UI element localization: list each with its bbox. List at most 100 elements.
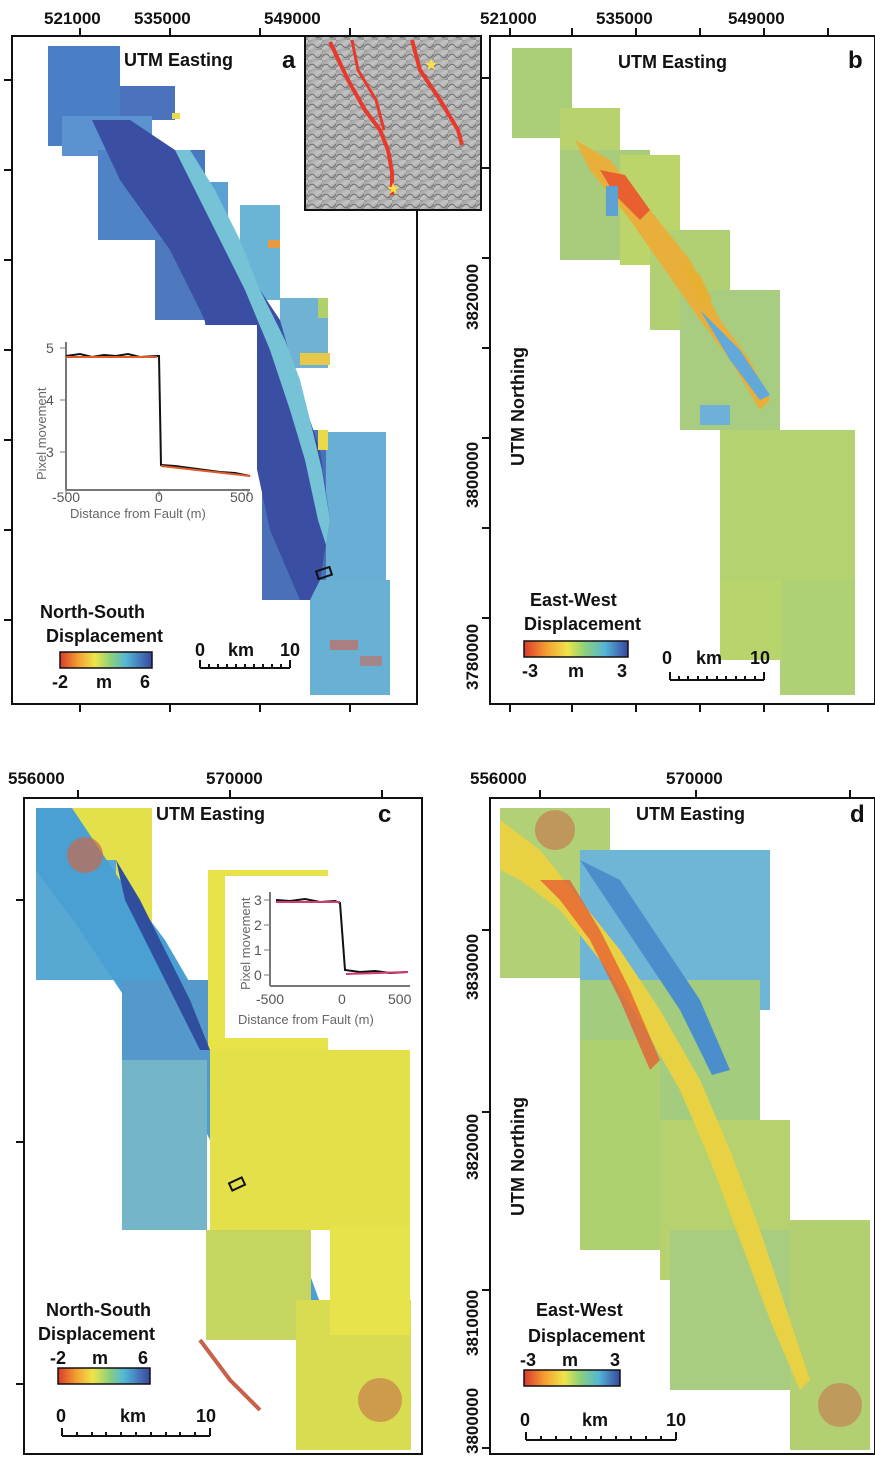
panel-c-colorbar-min: -2 xyxy=(50,1348,66,1368)
panel-a-colorbar-max: 6 xyxy=(140,672,150,692)
panel-b-colorbar: East-West Displacement -3 m 3 xyxy=(522,590,641,681)
panel-a-profile-inset: 5 4 3 -500 0 500 Distance from Fault (m)… xyxy=(22,325,257,525)
panel-c-easting-tick-1: 556000 xyxy=(8,769,65,788)
panel-c-inset-xlabel: Distance from Fault (m) xyxy=(238,1012,374,1027)
panel-d-colorbar: East-West Displacement -3 m 3 xyxy=(520,1300,645,1387)
panel-b-colorbar-unit: m xyxy=(568,661,584,681)
panel-b-northing-title: UTM Northing xyxy=(508,347,528,466)
panel-a-easting-tick-1: 521000 xyxy=(44,9,101,28)
panel-b-northing-tick-3: 3780000 xyxy=(463,624,482,690)
panel-c-scale-unit: km xyxy=(120,1406,146,1426)
panel-a-scale-unit: km xyxy=(228,640,254,660)
epicenter-star-icon: ★ xyxy=(424,57,438,74)
panel-c-colorbar-title-2: Displacement xyxy=(38,1324,155,1344)
panel-a-inset-xtick-0: 0 xyxy=(155,489,163,505)
panel-b-easting-tick-2: 535000 xyxy=(596,9,653,28)
panel-d: 556000 570000 UTM Easting d 3830000 3820… xyxy=(463,769,875,1455)
fault-location-map: ★ ★ xyxy=(304,35,482,211)
panel-a-letter: a xyxy=(282,47,296,74)
panel-d-colorbar-title-1: East-West xyxy=(536,1300,623,1320)
panel-b-displacement-mosaic xyxy=(512,48,855,695)
panel-a-easting-tick-2: 535000 xyxy=(134,9,191,28)
panel-b-scale-bar: 0 km 10 xyxy=(662,648,770,681)
panel-c-inset-ytick-3: 3 xyxy=(254,892,262,908)
panel-c-scale-start: 0 xyxy=(56,1406,66,1426)
panel-d-northing-tick-4: 3800000 xyxy=(463,1388,482,1454)
panel-d-letter: d xyxy=(850,801,865,828)
panel-d-colorbar-max: 3 xyxy=(610,1350,620,1370)
panel-a-inset-xtick-500: 500 xyxy=(230,489,254,505)
panel-a-inset-ytick-5: 5 xyxy=(46,340,54,356)
panel-a-profile-location-box xyxy=(314,565,334,581)
panel-a-inset-xtick-neg500: -500 xyxy=(52,489,80,505)
panel-d-easting-tick-2: 570000 xyxy=(666,769,723,788)
panel-d-scale-unit: km xyxy=(582,1410,608,1430)
panel-c-inset-ytick-1: 1 xyxy=(254,942,262,958)
epicenter-star-icon: ★ xyxy=(386,181,400,198)
panel-a-displacement-mosaic xyxy=(48,46,390,695)
panel-d-northing-title: UTM Northing xyxy=(508,1097,528,1216)
panel-b-scale-unit: km xyxy=(696,648,722,668)
panel-a-inset-ytick-3: 3 xyxy=(46,444,54,460)
panel-d-ticks xyxy=(482,790,851,1449)
panel-b-colorbar-min: -3 xyxy=(522,661,538,681)
panel-b-easting-tick-3: 549000 xyxy=(728,9,785,28)
panel-a-inset-ytick-4: 4 xyxy=(46,392,54,408)
panel-a-inset-xlabel: Distance from Fault (m) xyxy=(70,506,206,521)
panel-c-inset-xtick-500: 500 xyxy=(388,991,412,1007)
panel-b-northing-tick-2: 3800000 xyxy=(463,442,482,508)
panel-c-inset-xtick-neg500: -500 xyxy=(256,991,284,1007)
panel-c-inset-ylabel: Pixel movement xyxy=(238,897,253,990)
panel-b-easting-tick-1: 521000 xyxy=(480,9,537,28)
panel-b-scale-end: 10 xyxy=(750,648,770,668)
panel-d-northing-tick-3: 3810000 xyxy=(463,1290,482,1356)
panel-b-colorbar-title-2: Displacement xyxy=(524,614,641,634)
panel-c-profile-inset: 3 2 1 0 -500 0 500 Distance from Fault (… xyxy=(225,876,420,1038)
panel-c-letter: c xyxy=(378,801,391,828)
fault-trace-icon xyxy=(350,39,386,131)
panel-b-northing-tick-1: 3820000 xyxy=(463,264,482,330)
panel-d-colorbar-title-2: Displacement xyxy=(528,1326,645,1346)
panel-c-colorbar-unit: m xyxy=(92,1348,108,1368)
panel-b-ticks xyxy=(482,28,829,712)
panel-d-colorbar-min: -3 xyxy=(520,1350,536,1370)
fault-trace-icon xyxy=(410,39,464,146)
panel-b-scale-start: 0 xyxy=(662,648,672,668)
panel-d-colorbar-unit: m xyxy=(562,1350,578,1370)
panel-c-colorbar: North-South Displacement -2 m 6 xyxy=(38,1300,155,1385)
panel-a-colorbar: North-South Displacement -2 m 6 xyxy=(40,602,163,692)
panel-b-colorbar-max: 3 xyxy=(617,661,627,681)
panel-a-colorbar-title-1: North-South xyxy=(40,602,145,622)
panel-d-northing-tick-2: 3820000 xyxy=(463,1114,482,1180)
panel-a-top-ticks xyxy=(4,28,351,712)
panel-a: 521000 535000 549000 xyxy=(4,9,482,712)
panel-c-easting-tick-2: 570000 xyxy=(206,769,263,788)
panel-c-inset-xtick-0: 0 xyxy=(338,991,346,1007)
panel-a-scale-start: 0 xyxy=(195,640,205,660)
panel-d-scale-end: 10 xyxy=(666,1410,686,1430)
panel-d-scale-start: 0 xyxy=(520,1410,530,1430)
panel-d-easting-tick-1: 556000 xyxy=(470,769,527,788)
panel-a-inset-ylabel: Pixel movement xyxy=(34,387,49,480)
panel-d-northing-tick-1: 3830000 xyxy=(463,934,482,1000)
panel-a-colorbar-title-2: Displacement xyxy=(46,626,163,646)
panel-c-colorbar-max: 6 xyxy=(138,1348,148,1368)
panel-a-easting-tick-3: 549000 xyxy=(264,9,321,28)
panel-a-colorbar-unit: m xyxy=(96,672,112,692)
panel-b: 521000 535000 549000 UTM Easting b 38200… xyxy=(463,9,875,712)
panel-b-colorbar-title-1: East-West xyxy=(530,590,617,610)
panel-d-displacement-mosaic xyxy=(500,808,870,1450)
panel-a-scale-end: 10 xyxy=(280,640,300,660)
panel-b-easting-title: UTM Easting xyxy=(618,52,727,72)
panel-d-scale-bar: 0 km 10 xyxy=(520,1410,686,1441)
panel-a-colorbar-min: -2 xyxy=(52,672,68,692)
panel-c-ticks xyxy=(16,790,383,1385)
fault-trace-icon xyxy=(328,41,394,195)
panel-c-colorbar-title-1: North-South xyxy=(46,1300,151,1320)
panel-c-inset-ytick-2: 2 xyxy=(254,917,262,933)
panel-b-letter: b xyxy=(848,47,863,74)
panel-a-scale-bar: 0 km 10 xyxy=(195,640,300,669)
panel-c-scale-end: 10 xyxy=(196,1406,216,1426)
panel-c-scale-bar: 0 km 10 xyxy=(56,1406,216,1437)
